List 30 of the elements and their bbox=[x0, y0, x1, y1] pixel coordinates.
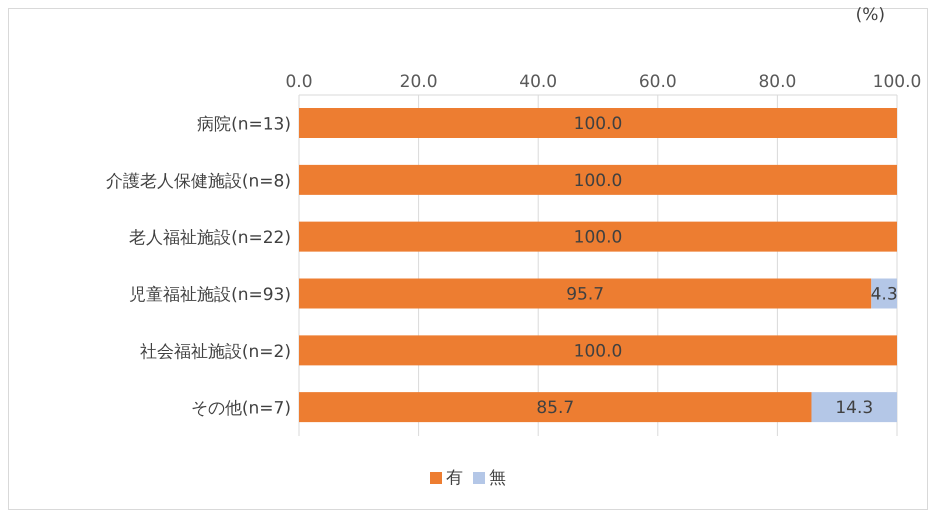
data-label: 14.3 bbox=[835, 398, 874, 418]
data-label: 95.7 bbox=[566, 284, 604, 305]
bar bbox=[299, 335, 897, 366]
x-tick-label: 0.0 bbox=[285, 72, 313, 92]
x-tick-label: 100.0 bbox=[872, 72, 922, 92]
data-label: 85.7 bbox=[536, 398, 574, 418]
bar bbox=[299, 164, 897, 195]
x-tick-label: 60.0 bbox=[638, 72, 677, 92]
data-label: 100.0 bbox=[574, 228, 622, 248]
bar bbox=[299, 108, 897, 138]
data-label: 100.0 bbox=[574, 341, 622, 362]
text: (%) bbox=[856, 5, 885, 25]
x-tick-label: 20.0 bbox=[400, 72, 438, 92]
legend-label: 無 bbox=[489, 468, 506, 488]
bar bbox=[811, 392, 897, 422]
y-tick-label: 病院(n=13) bbox=[197, 114, 291, 134]
data-label: 100.0 bbox=[574, 170, 622, 191]
y-tick-label: その他(n=7) bbox=[190, 398, 291, 419]
x-tick-label: 40.0 bbox=[519, 72, 558, 92]
y-tick-label: 老人福祉施設(n=22) bbox=[129, 228, 291, 248]
y-tick-label: 介護老人保健施設(n=8) bbox=[106, 171, 291, 192]
bar bbox=[299, 222, 897, 252]
y-tick-label: 社会福祉施設(n=2) bbox=[140, 342, 291, 362]
data-label: 100.0 bbox=[574, 114, 622, 134]
legend-label: 有 bbox=[446, 468, 463, 488]
y-tick-label: 児童福祉施設(n=93) bbox=[129, 284, 291, 305]
data-label: 4.3 bbox=[870, 284, 898, 305]
bar bbox=[299, 392, 812, 422]
bar bbox=[299, 278, 872, 308]
x-tick-label: 80.0 bbox=[758, 72, 796, 92]
